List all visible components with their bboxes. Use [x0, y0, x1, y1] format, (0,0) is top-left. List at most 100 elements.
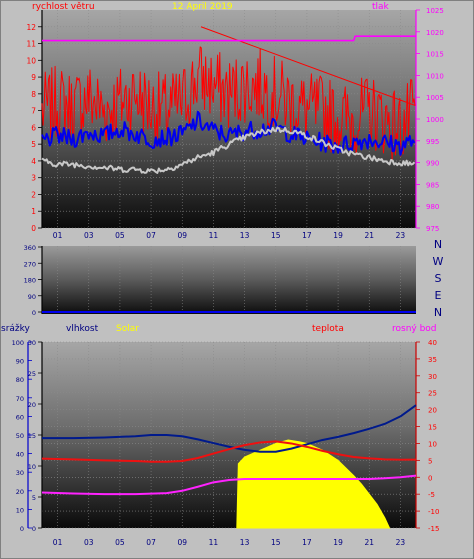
wind-axis-title: rychlost větru	[32, 2, 95, 12]
wind-axis-tick-label: 0	[31, 224, 36, 233]
x-tick-label: 15	[271, 538, 281, 547]
rain-axis-tick-label: 80	[16, 376, 24, 384]
pressure-axis-tick-label: 1005	[426, 94, 444, 102]
series-line-dewpoint	[41, 474, 417, 496]
x-tick-label: 07	[146, 231, 156, 240]
wind-axis-tick-label: 8	[31, 90, 36, 99]
wind-axis-tick-label: 5	[31, 140, 36, 149]
x-tick-label: 01	[53, 538, 63, 547]
temperature-axis-tick-label: -15	[428, 525, 439, 533]
wind-axis-tick-label: 10	[26, 56, 36, 65]
pressure-axis-tick-label: 1020	[426, 29, 444, 37]
humidity-axis-tick-label: 30	[28, 339, 36, 347]
rain-axis-tick-label: 30	[16, 469, 24, 477]
compass-label: S	[435, 272, 442, 285]
wind-axis-tick-label: 4	[31, 157, 36, 166]
temperature-axis-tick-label: 15	[428, 424, 437, 432]
humidity-axis-tick-label: 10	[28, 463, 36, 471]
rain-axis-tick-label: 20	[16, 488, 24, 496]
series-line-pressure	[42, 35, 416, 42]
dewpoint-axis-title: rosný bod	[392, 324, 437, 334]
x-tick-label: 05	[115, 231, 125, 240]
x-tick-label: 07	[146, 538, 156, 547]
x-tick-label: 13	[240, 231, 250, 240]
x-tick-label: 03	[84, 538, 94, 547]
compass-label: N	[434, 306, 442, 319]
temperature-axis-tick-label: 20	[428, 407, 437, 415]
temperature-axis-tick-label: -5	[428, 491, 435, 499]
pressure-axis-tick-label: 985	[426, 181, 439, 189]
temperature-axis-tick-label: 25	[428, 390, 437, 398]
temperature-axis-tick-label: 10	[428, 440, 437, 448]
direction-panel-bg	[42, 246, 416, 314]
x-tick-label: 09	[177, 231, 187, 240]
wind-axis-tick-label: 7	[31, 107, 36, 116]
rain-axis-tick-label: 60	[16, 413, 24, 421]
wind-axis-tick-label: 9	[31, 73, 36, 82]
x-tick-label: 05	[115, 538, 125, 547]
pressure-axis-tick-label: 980	[426, 203, 439, 211]
direction-axis-tick-label: 270	[24, 260, 36, 268]
compass-label: E	[435, 289, 442, 302]
humidity-axis-tick-label: 20	[28, 401, 36, 409]
solar-legend-label: Solar	[116, 324, 139, 334]
wind-axis-tick-label: 12	[26, 23, 36, 32]
temperature-axis-tick-label: -10	[428, 508, 439, 516]
pressure-axis-title: tlak	[372, 2, 390, 12]
wind-axis-tick-label: 6	[31, 123, 36, 132]
wind-axis-tick-label: 3	[31, 174, 36, 183]
chart-date-title: 12 April 2019	[172, 2, 233, 12]
humidity-axis-title: vlhkost	[66, 324, 99, 334]
series-line-temperature	[41, 440, 416, 463]
pressure-axis-tick-label: 975	[426, 225, 439, 233]
x-tick-label: 19	[333, 538, 343, 547]
x-tick-label: 23	[396, 231, 406, 240]
rain-axis-tick-label: 90	[16, 358, 24, 366]
pressure-axis-tick-label: 1000	[426, 116, 444, 124]
temperature-axis-title: teplota	[312, 324, 344, 334]
pressure-axis-tick-label: 1015	[426, 51, 444, 59]
compass-label: N	[434, 238, 442, 251]
pressure-axis-tick-label: 995	[426, 138, 439, 146]
rain-axis-tick-label: 40	[16, 451, 24, 459]
direction-axis-tick-label: 360	[24, 244, 36, 252]
x-tick-label: 13	[240, 538, 250, 547]
x-tick-label: 11	[209, 231, 219, 240]
x-tick-label: 15	[271, 231, 281, 240]
wind-axis-tick-label: 1	[31, 207, 36, 216]
rain-axis-title: srážky	[1, 324, 31, 334]
rain-axis-tick-label: 0	[20, 525, 24, 533]
temperature-axis-tick-label: 0	[428, 474, 432, 482]
x-tick-label: 17	[302, 231, 312, 240]
series-line-humidity	[42, 404, 417, 453]
wind-axis-tick-label: 11	[26, 40, 36, 49]
rain-axis-tick-label: 10	[16, 506, 24, 514]
x-tick-label: 09	[177, 538, 187, 547]
temperature-axis-tick-label: 40	[428, 339, 437, 347]
pressure-axis-tick-label: 1025	[426, 7, 444, 15]
x-tick-label: 21	[364, 231, 374, 240]
humidity-axis-tick-label: 15	[28, 432, 36, 440]
pressure-axis-tick-label: 1010	[426, 72, 444, 80]
direction-axis-tick-label: 180	[24, 277, 36, 285]
series-line-wind-avg	[41, 110, 416, 156]
series-line-wind-min	[41, 126, 416, 174]
humidity-axis-tick-label: 0	[32, 525, 36, 533]
compass-label: W	[433, 255, 444, 268]
rain-axis-tick-label: 70	[16, 395, 24, 403]
x-tick-label: 03	[84, 231, 94, 240]
humidity-axis-tick-label: 5	[32, 494, 36, 502]
temperature-axis-tick-label: 30	[428, 373, 437, 381]
temperature-axis-tick-label: 5	[428, 457, 432, 465]
humidity-axis-tick-label: 25	[28, 370, 36, 378]
x-tick-label: 17	[302, 538, 312, 547]
temperature-axis-tick-label: 35	[428, 356, 437, 364]
rain-axis-tick-label: 100	[12, 339, 24, 347]
x-tick-label: 01	[53, 231, 63, 240]
pressure-axis-tick-label: 990	[426, 160, 439, 168]
x-tick-label: 23	[396, 538, 406, 547]
direction-axis-tick-label: 90	[28, 293, 36, 301]
x-tick-label: 21	[364, 538, 374, 547]
wind-axis-tick-label: 2	[31, 190, 36, 199]
